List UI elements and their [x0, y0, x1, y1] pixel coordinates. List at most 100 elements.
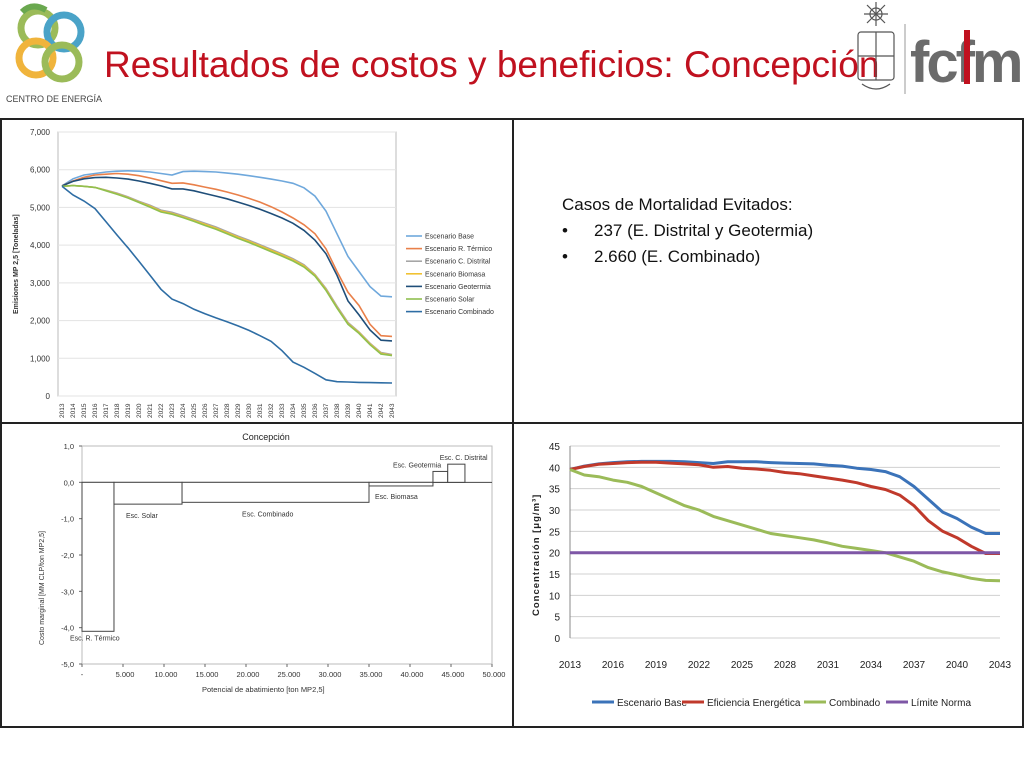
- legend-label: Escenario Base: [617, 698, 687, 709]
- series-line: [569, 460, 1000, 555]
- cost-bar: [181, 481, 370, 503]
- x-tick-label: 2028: [774, 660, 797, 671]
- x-tick-label: 2030: [246, 403, 253, 418]
- x-tick-label: 2029: [235, 403, 242, 418]
- y-tick-label: 30: [549, 506, 561, 517]
- y-tick-label: 5: [554, 613, 560, 624]
- x-tick-label: 2039: [345, 403, 352, 418]
- y-axis-label: Costo marginal [MM CLP/ton MP2,5]: [39, 531, 46, 645]
- legend-label: Escenario R. Térmico: [425, 246, 492, 253]
- legend-label: Escenario Solar: [425, 297, 475, 304]
- x-tick-label: 25.000: [278, 670, 301, 679]
- bar-label: Esc. Biomasa: [375, 494, 418, 501]
- bar-label: Esc. C. Distrital: [440, 455, 488, 462]
- y-tick-label: 1,0: [64, 442, 74, 451]
- emissions-chart: 0 1,000 2,000 3,000 4,000 5,000 6,000 7,000 2013…: [13, 128, 494, 418]
- x-tick-label: 2032: [268, 403, 275, 418]
- y-tick-label: 2,000: [30, 317, 51, 326]
- x-tick-label: 2025: [191, 403, 198, 418]
- cost-bar: [432, 470, 449, 483]
- x-tick-label: 2013: [559, 660, 582, 671]
- mortality-item: 2.660 (E. Combinado): [562, 244, 813, 270]
- y-tick-label: 0,0: [64, 478, 74, 487]
- x-tick-label: 2031: [257, 403, 264, 418]
- y-tick-label: 35: [549, 485, 561, 496]
- x-tick-label: 2034: [860, 660, 883, 671]
- x-tick-label: 2040: [946, 660, 969, 671]
- x-tick-label: 2026: [202, 403, 209, 418]
- y-tick-label: 6,000: [30, 166, 51, 175]
- x-tick-label: 2014: [70, 403, 77, 418]
- legend-label: Límite Norma: [911, 698, 971, 709]
- x-tick-label: 2023: [169, 403, 176, 418]
- y-tick-label: 15: [549, 570, 561, 581]
- x-tick-label: 2019: [645, 660, 668, 671]
- x-tick-label: 2037: [903, 660, 926, 671]
- x-tick-label: 2042: [378, 403, 385, 418]
- x-tick-label: 2041: [367, 403, 374, 418]
- y-tick-label: -4,0: [61, 624, 74, 633]
- plot-area: [81, 445, 493, 665]
- concentration-panel: 0 5 10 15 20 25 30 35 40 45 2013 2016 2019 2022 2025 20…: [512, 422, 1024, 728]
- x-tick-label: 2013: [59, 403, 66, 418]
- x-tick-label: 2022: [158, 403, 165, 418]
- universidad-crest-icon: [852, 2, 900, 98]
- x-tick-label: 2034: [290, 403, 297, 418]
- x-tick-label: -: [81, 670, 84, 679]
- x-tick-label: 2043: [989, 660, 1012, 671]
- mortality-heading: Casos de Mortalidad Evitados:: [562, 195, 793, 214]
- x-tick-label: 2036: [312, 403, 319, 418]
- x-tick-label: 20.000: [237, 670, 260, 679]
- bar-label: Esc. Combinado: [242, 511, 293, 518]
- y-tick-label: 5,000: [30, 203, 51, 212]
- x-tick-label: 45.000: [442, 670, 465, 679]
- plot-area: [57, 131, 397, 397]
- series-line: [61, 169, 393, 298]
- mortality-text: Casos de Mortalidad Evitados: 237 (E. Di…: [562, 192, 813, 270]
- y-tick-label: -5,0: [61, 660, 74, 669]
- legend-label: Escenario C. Distrital: [425, 259, 491, 266]
- x-tick-label: 2037: [323, 403, 330, 418]
- y-tick-label: -2,0: [61, 551, 74, 560]
- centro-energia-logo: CENTRO DE ENERGÍA: [2, 2, 122, 106]
- y-tick-label: 40: [549, 463, 561, 474]
- x-tick-label: 2019: [125, 403, 132, 418]
- x-tick-label: 2015: [81, 403, 88, 418]
- x-tick-label: 2024: [180, 403, 187, 418]
- legend-label: Escenario Base: [425, 234, 474, 241]
- x-tick-label: 15.000: [196, 670, 219, 679]
- x-tick-label: 2027: [213, 403, 220, 418]
- abatement-chart: Concepción 1,0 0,0 -1,0 -2,0 -3,0 -4,0 -5,0- 5.0…: [39, 432, 505, 694]
- y-tick-label: 1,000: [30, 354, 51, 363]
- x-tick-label: 30.000: [319, 670, 342, 679]
- legend-label: Combinado: [829, 698, 881, 709]
- y-axis-label: Emisiones MP 2,5 [Toneladas]: [13, 214, 20, 314]
- x-tick-label: 2025: [731, 660, 754, 671]
- y-axis-label: Concentración [μg/m³]: [531, 494, 542, 616]
- x-tick-label: 2016: [602, 660, 625, 671]
- y-tick-label: 25: [549, 527, 561, 538]
- legend-label: Escenario Combinado: [425, 309, 494, 316]
- emissions-panel: 0 1,000 2,000 3,000 4,000 5,000 6,000 7,000 2013…: [0, 118, 514, 424]
- x-tick-label: 2031: [817, 660, 840, 671]
- fcfm-logo: fcfm: [902, 20, 1023, 98]
- mortality-item: 237 (E. Distrital y Geotermia): [562, 218, 813, 244]
- bar-label: Esc. R. Térmico: [70, 636, 120, 643]
- x-tick-label: 35.000: [360, 670, 383, 679]
- series-line: [569, 468, 1001, 583]
- cost-bar: [81, 481, 115, 632]
- cost-bar: [447, 463, 466, 483]
- mortality-panel: [512, 118, 1024, 424]
- x-tick-label: 2035: [301, 403, 308, 418]
- y-tick-label: 10: [549, 591, 561, 602]
- x-tick-label: 2021: [147, 403, 154, 418]
- x-tick-label: 2020: [136, 403, 143, 418]
- x-tick-label: 5.000: [116, 670, 135, 679]
- legend-label: Escenario Geotermia: [425, 284, 491, 291]
- cost-bar: [368, 481, 434, 487]
- x-tick-label: 2033: [279, 403, 286, 418]
- series-line: [61, 185, 393, 384]
- legend-label: Escenario Biomasa: [425, 271, 485, 278]
- y-tick-label: -1,0: [61, 515, 74, 524]
